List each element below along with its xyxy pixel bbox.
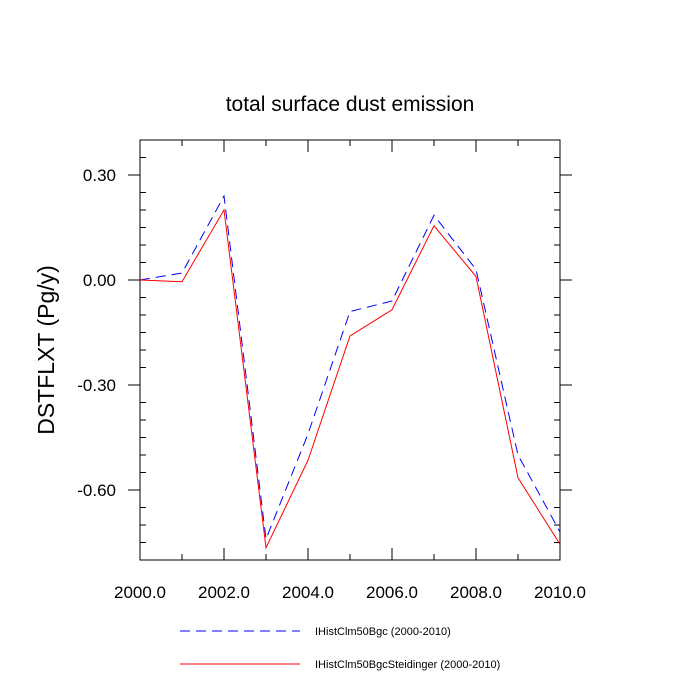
x-tick-label: 2004.0 — [282, 583, 334, 602]
y-tick-label: -0.30 — [77, 376, 116, 395]
y-tick-label: -0.60 — [77, 481, 116, 500]
tick-labels: 2000.0 2002.0 2004.0 2006.0 2008.0 2010.0 0.30… — [77, 166, 586, 602]
axis-ticks — [128, 140, 572, 560]
y-tick-label: 0.00 — [83, 271, 116, 290]
y-tick-label: 0.30 — [83, 166, 116, 185]
x-tick-label: 2002.0 — [198, 583, 250, 602]
chart-title: total surface dust emission — [226, 93, 475, 116]
plot-frame — [139, 139, 561, 561]
x-tick-label: 2008.0 — [450, 583, 502, 602]
legend: IHistClm50Bgc (2000-2010) IHistClm50BgcSt… — [180, 626, 500, 671]
legend-label-2: IHistClm50BgcSteidinger (2000-2010) — [315, 659, 500, 671]
series-line-1 — [139, 194, 561, 540]
series-lines — [139, 194, 561, 550]
x-tick-label: 2000.0 — [114, 583, 166, 602]
x-tick-label: 2006.0 — [366, 583, 418, 602]
series-line-2 — [139, 208, 561, 550]
y-axis-label: DSTFLXT (Pg/y) — [33, 265, 59, 435]
legend-label-1: IHistClm50Bgc (2000-2010) — [315, 626, 451, 638]
x-tick-label: 2010.0 — [534, 583, 586, 602]
